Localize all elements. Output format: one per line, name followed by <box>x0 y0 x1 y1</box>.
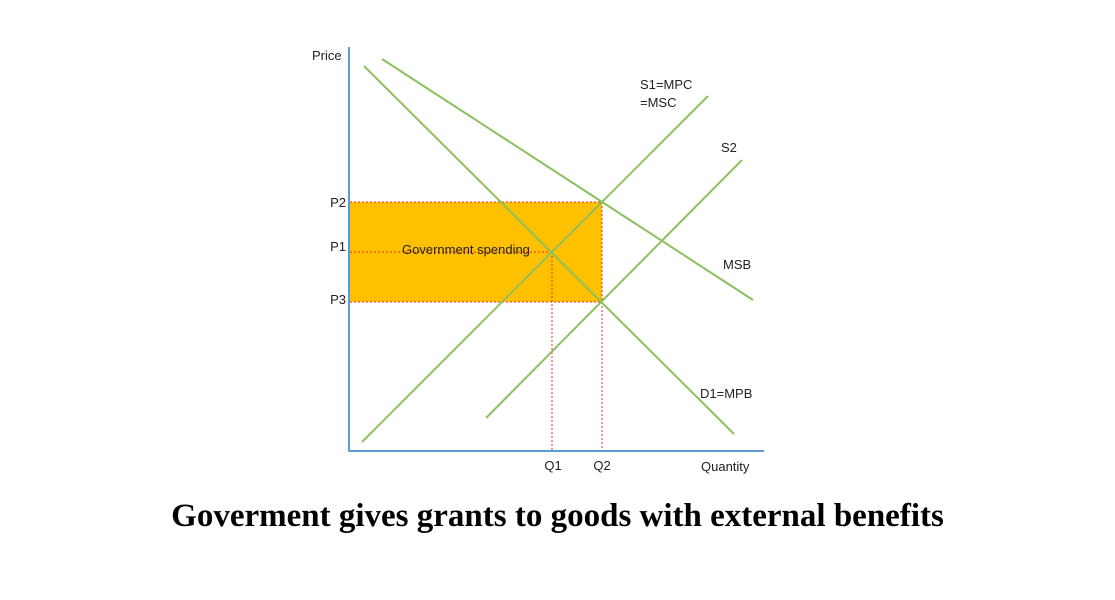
d1-mpb-curve <box>363 65 735 435</box>
y-axis-title: Price <box>312 48 342 63</box>
p3-label: P3 <box>330 292 346 307</box>
s2-curve-label: S2 <box>721 140 737 155</box>
curves <box>361 58 754 443</box>
s2-curve <box>485 159 743 419</box>
q2-label: Q2 <box>593 458 610 473</box>
s1-curve-label-line2: =MSC <box>640 95 676 110</box>
msb-curve-label: MSB <box>723 257 751 272</box>
axes <box>348 47 764 452</box>
q1-label: Q1 <box>544 458 561 473</box>
diagram-caption: Goverment gives grants to goods with ext… <box>171 498 944 534</box>
p2-label: P2 <box>330 195 346 210</box>
government-spending-label: Government spending <box>402 242 530 257</box>
x-axis-title: Quantity <box>701 459 750 474</box>
s1-mpc-msc-curve <box>361 95 709 443</box>
s1-curve-label: S1=MPC <box>640 77 692 92</box>
msb-curve <box>381 58 754 301</box>
d1-curve-label: D1=MPB <box>700 386 752 401</box>
p1-label: P1 <box>330 239 346 254</box>
